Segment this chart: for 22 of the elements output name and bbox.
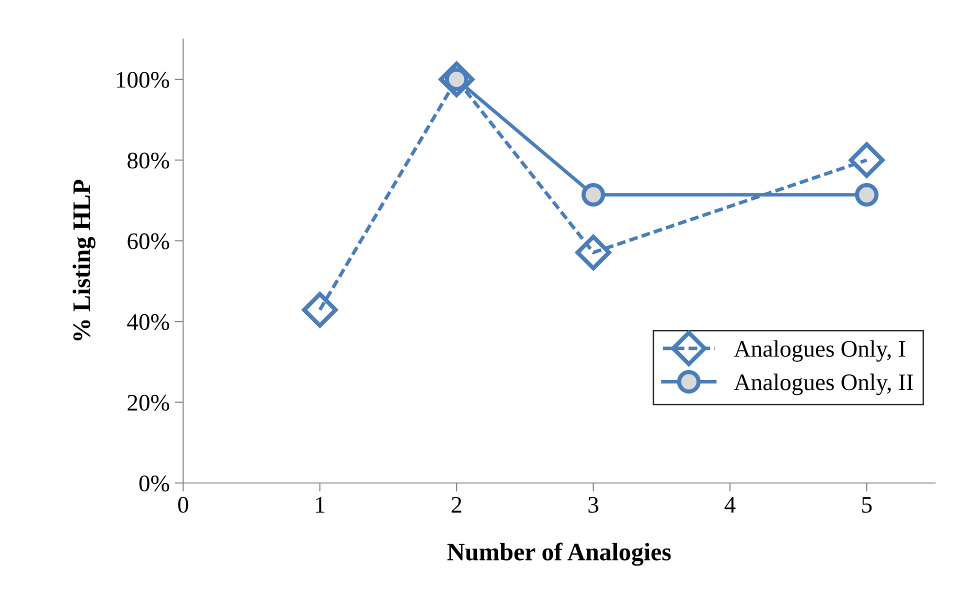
x-tick-label: 3 <box>588 496 598 513</box>
y-tick-label: 40% <box>127 314 170 330</box>
legend-label: Analogues Only, II <box>734 374 913 396</box>
point <box>302 292 338 328</box>
legend-label: Analogues Only, I <box>734 340 906 362</box>
x-tick-label: 0 <box>178 496 188 513</box>
point <box>438 62 474 98</box>
x-tick-label: 1 <box>316 496 324 513</box>
x-tick-label: 2 <box>452 496 462 513</box>
x-axis-title: Number of Analogies <box>447 542 671 566</box>
y-tick-label: 80% <box>128 152 170 169</box>
y-tick-label: 20% <box>128 394 170 411</box>
x-tick-label: 5 <box>862 497 872 513</box>
x-tick-label: 4 <box>724 497 736 513</box>
point <box>581 182 606 207</box>
y-tick-label: 60% <box>128 233 170 250</box>
y-tick-label: 0% <box>139 475 170 492</box>
point <box>848 142 885 178</box>
point <box>576 234 612 270</box>
y-tick-label: 100% <box>116 72 170 88</box>
y-axis-title: % Listing HLP <box>72 180 96 340</box>
point <box>854 182 879 207</box>
